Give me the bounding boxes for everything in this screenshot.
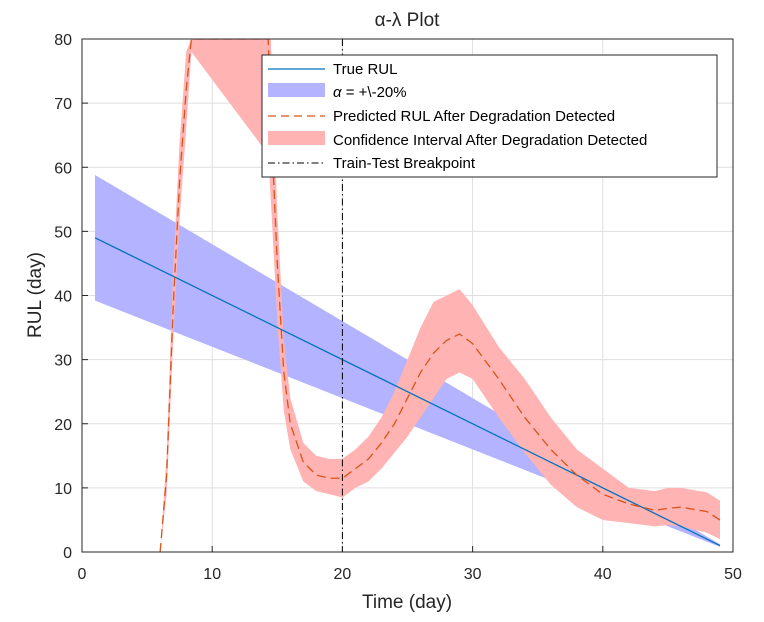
- y-tick-label: 0: [63, 545, 72, 562]
- y-tick-label: 30: [54, 353, 72, 370]
- x-tick-label: 0: [78, 566, 87, 583]
- x-axis-label: Time (day): [362, 592, 452, 613]
- band-confidence-interval-after-degradation-detected: [160, 39, 720, 552]
- series-line-predicted-rul-after-degradation-detected: [159, 39, 721, 552]
- series-line-true-rul: [94, 237, 721, 547]
- legend-label-alpha-band: α = +\-20%: [333, 84, 407, 101]
- y-tick-label: 10: [54, 481, 72, 498]
- chart-title: α-λ Plot: [375, 10, 441, 31]
- y-tick-label: 40: [54, 289, 72, 306]
- y-axis-label: RUL (day): [25, 252, 46, 338]
- bands-layer: [95, 39, 720, 552]
- y-tick-label: 20: [54, 417, 72, 434]
- legend-box: [261, 54, 718, 178]
- axis-ticks: 0 10 20 30 40 50 0 10 20 30 40 50 60 70 80: [54, 32, 742, 583]
- lines-layer: [94, 39, 721, 552]
- x-tick-label: 50: [724, 566, 742, 583]
- y-tick-label: 50: [54, 224, 72, 241]
- legend-alpha-symbol: α: [333, 84, 342, 101]
- legend-label-true-rul: True RUL: [333, 61, 397, 78]
- y-tick-label: 80: [54, 32, 72, 49]
- legend-swatch-confidence-interval: [268, 131, 325, 145]
- x-tick-label: 20: [334, 566, 352, 583]
- legend-label-confidence-interval: Confidence Interval After Degradation De…: [333, 132, 647, 149]
- legend: True RUL α = +\-20% Predicted RUL After …: [261, 54, 718, 178]
- y-tick-label: 60: [54, 160, 72, 177]
- x-tick-label: 30: [464, 566, 482, 583]
- legend-swatch-alpha-band: [268, 83, 325, 97]
- legend-alpha-text: = +\-20%: [342, 84, 407, 101]
- x-tick-label: 10: [203, 566, 221, 583]
- legend-label-predicted-rul: Predicted RUL After Degradation Detected: [333, 108, 615, 125]
- legend-label-breakpoint: Train-Test Breakpoint: [333, 155, 476, 172]
- y-tick-label: 70: [54, 96, 72, 113]
- x-tick-label: 40: [594, 566, 612, 583]
